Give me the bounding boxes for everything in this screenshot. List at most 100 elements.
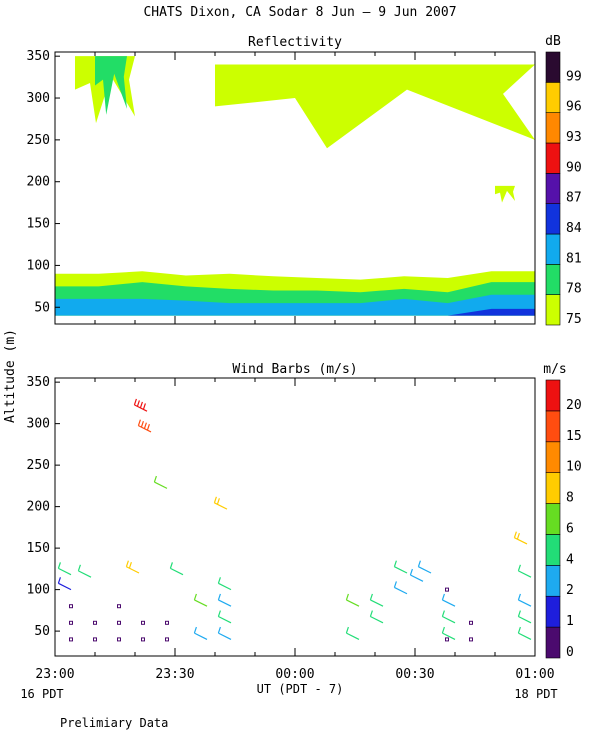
wind-barb-staff	[194, 599, 208, 607]
reflectivity-ytick-label-150: 150	[27, 217, 50, 232]
wind-ytick-label-250: 250	[27, 458, 50, 473]
wind-colorbar-label-6: 6	[566, 521, 574, 536]
x-tick-label-23:00: 23:00	[35, 667, 74, 682]
wind-barb	[441, 626, 456, 640]
reflectivity-layer-81	[55, 294, 535, 316]
reflectivity-ytick-label-350: 350	[27, 49, 50, 64]
wind-barb-staff	[154, 481, 168, 489]
reflectivity-colorbar: 75 78 81 84 87 90 93 96 99	[545, 51, 582, 327]
wind-colorbar-label-0: 0	[566, 645, 574, 660]
wind-colorbar-label-10: 10	[566, 460, 582, 475]
wind-barb-staff	[370, 599, 384, 607]
x-tick-label-23:30: 23:30	[155, 667, 194, 682]
wind-colorbar-label-4: 4	[566, 552, 574, 567]
wind-barb-staff	[394, 566, 408, 574]
wind-barb	[213, 496, 228, 510]
wind-barb-staff	[58, 582, 72, 591]
reflectivity-colorbar-swatch-75	[545, 294, 561, 326]
wind-barb-staff	[394, 586, 408, 595]
wind-barb-staff	[410, 574, 424, 582]
wind-barb-panel: 50 100 150 200 250 300 350 Wind Barbs (m/s) 0 1…	[27, 362, 582, 660]
wind-barb	[441, 593, 456, 607]
wind-x-ticks	[54, 378, 536, 656]
wind-barb	[517, 564, 532, 578]
wind-ytick-label-300: 300	[27, 417, 50, 432]
wind-barb	[193, 593, 208, 607]
wind-barb-staff	[218, 615, 232, 624]
calm-marker	[141, 637, 145, 642]
wind-barb-flag	[441, 610, 445, 617]
wind-barb-staff	[514, 537, 528, 545]
wind-barb-flag	[393, 560, 397, 567]
wind-barb-flag	[140, 420, 144, 428]
wind-barb-flag	[136, 400, 140, 407]
wind-barb-flag	[133, 398, 137, 406]
wind-barb	[217, 626, 232, 640]
wind-barb-staff	[78, 570, 92, 578]
reflectivity-colorbar-label-90: 90	[566, 160, 582, 175]
calm-marker	[117, 637, 121, 642]
wind-colorbar-label-15: 15	[566, 429, 582, 444]
wind-barb-flag	[217, 610, 221, 617]
wind-barb-staff	[214, 502, 228, 510]
x-tick-labels: 23:00 23:30 00:00 00:30 01:00	[35, 667, 554, 682]
wind-barb	[345, 626, 360, 640]
wind-colorbar-swatch-0	[545, 626, 561, 659]
wind-barb-flag	[517, 610, 521, 617]
wind-barb-flag	[125, 560, 129, 567]
wind-barb-staff	[442, 632, 456, 640]
wind-barb	[517, 626, 532, 640]
reflectivity-title: Reflectivity	[248, 35, 342, 50]
wind-barb-staff	[442, 615, 456, 624]
x-tick-label-01:00: 01:00	[515, 667, 554, 682]
reflectivity-colorbar-swatch-81	[545, 233, 561, 265]
wind-barb-flag	[193, 593, 197, 601]
calm-marker	[117, 620, 121, 625]
wind-barb-staff	[170, 567, 184, 576]
reflectivity-colorbar-swatch-87	[545, 173, 561, 204]
wind-colorbar-label-20: 20	[566, 398, 582, 413]
wind-barb-flag	[517, 564, 521, 572]
wind-barb	[217, 577, 232, 591]
reflectivity-colorbar-label-96: 96	[566, 100, 582, 115]
wind-barb-flag	[213, 496, 217, 504]
wind-barb-flag	[128, 562, 132, 569]
wind-barb	[393, 581, 408, 595]
wind-ytick-label-150: 150	[27, 541, 50, 556]
wind-barb-flag	[193, 626, 197, 634]
wind-barbs	[57, 398, 532, 642]
wind-barb-flag	[409, 568, 413, 576]
wind-barb-flag	[369, 610, 373, 617]
x-tick-label-00:00: 00:00	[275, 667, 314, 682]
wind-title: Wind Barbs (m/s)	[232, 362, 357, 377]
calm-marker	[69, 620, 73, 625]
wind-colorbar-swatch-20	[545, 379, 561, 412]
wind-barb	[193, 626, 208, 640]
wind-colorbar-swatch-2	[545, 565, 561, 597]
wind-ytick-label-50: 50	[34, 624, 50, 639]
reflectivity-colorbar-label-81: 81	[566, 251, 582, 266]
wind-barb-flag	[57, 577, 61, 584]
wind-barb-staff	[126, 566, 140, 574]
wind-barb-staff	[218, 599, 232, 607]
wind-barb-flag	[143, 422, 147, 429]
calm-marker	[93, 637, 97, 642]
wind-ytick-label-200: 200	[27, 500, 50, 515]
reflectivity-colorbar-swatch-84	[545, 203, 561, 235]
wind-barb-staff	[58, 567, 72, 576]
wind-barb	[57, 562, 72, 576]
reflectivity-x-ticks	[54, 52, 536, 324]
reflectivity-colorbar-swatch-99	[545, 51, 561, 83]
wind-ytick-label-350: 350	[27, 375, 50, 390]
x-sub-left: 16 PDT	[20, 687, 63, 701]
calm-marker	[165, 620, 169, 625]
wind-barb-flag	[139, 401, 143, 409]
wind-barb-flag	[216, 498, 220, 505]
wind-barb	[369, 593, 384, 607]
wind-colorbar-swatch-10	[545, 441, 561, 473]
wind-barb	[369, 610, 384, 624]
wind-barb	[217, 610, 232, 624]
wind-barb-staff	[134, 404, 148, 412]
wind-barb-flag	[516, 532, 520, 540]
